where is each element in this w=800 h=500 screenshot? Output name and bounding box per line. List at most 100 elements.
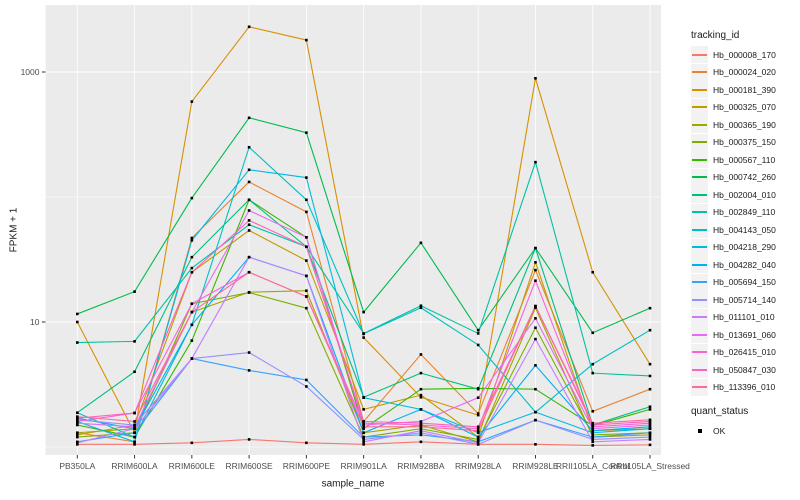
- legend-item-Hb_000008_170: Hb_000008_170: [691, 46, 799, 64]
- data-point: [591, 435, 595, 439]
- data-point: [534, 410, 537, 414]
- legend-color-line: [692, 368, 707, 371]
- data-point: [591, 440, 595, 444]
- data-point: [305, 378, 308, 382]
- legend-color-line: [692, 333, 707, 336]
- legend-color-line: [692, 246, 707, 249]
- data-point: [133, 290, 136, 293]
- legend-item-label: Hb_004143_050: [713, 224, 776, 235]
- data-point: [534, 418, 537, 422]
- legend-item-Hb_004218_290: Hb_004218_290: [691, 238, 799, 257]
- data-point: [648, 421, 652, 425]
- legend-color-line: [692, 106, 707, 109]
- legend-item-label: Hb_005714_140: [713, 294, 776, 305]
- legend-item-label: Hb_000024_020: [713, 67, 776, 78]
- data-point: [76, 320, 79, 324]
- data-point: [362, 396, 365, 399]
- legend-quant-items: OK: [691, 422, 799, 440]
- data-point: [190, 339, 194, 342]
- data-point: [133, 443, 136, 446]
- data-point: [190, 270, 194, 274]
- data-point: [190, 310, 194, 314]
- legend-key-swatch: [691, 378, 708, 396]
- x-tick-label: RRIM928LA: [455, 461, 502, 471]
- data-point: [591, 371, 595, 375]
- data-point: [534, 443, 537, 446]
- data-point: [419, 304, 423, 308]
- data-point: [362, 435, 365, 439]
- data-point: [476, 438, 480, 441]
- legend-key-swatch: [691, 133, 708, 151]
- data-point: [476, 387, 480, 391]
- x-tick-label: RRIM600PE: [283, 461, 331, 471]
- data-point: [591, 410, 595, 413]
- data-point: [76, 443, 79, 446]
- data-point: [133, 440, 136, 444]
- data-point: [648, 431, 652, 435]
- data-point: [476, 431, 480, 435]
- data-point: [534, 246, 537, 250]
- data-point: [419, 423, 423, 427]
- data-point: [534, 304, 537, 308]
- data-point: [190, 100, 194, 103]
- data-point: [247, 369, 251, 372]
- legend-color-line: [692, 386, 707, 389]
- x-tick-label: RRII105LA_Control: [556, 461, 630, 471]
- data-point: [591, 331, 595, 335]
- legend-item-Hb_000375_150: Hb_000375_150: [691, 133, 799, 152]
- data-point: [476, 427, 480, 431]
- data-point: [476, 429, 480, 433]
- data-point: [648, 418, 652, 422]
- data-point: [76, 431, 79, 435]
- data-point: [190, 323, 194, 327]
- legend-key-swatch: [691, 63, 708, 81]
- data-point: [247, 229, 251, 232]
- data-point: [362, 420, 365, 423]
- data-point: [419, 371, 423, 375]
- data-point: [362, 427, 365, 431]
- data-point: [591, 421, 595, 425]
- legend-quant-label: OK: [713, 425, 726, 436]
- legend-key-swatch: [691, 273, 708, 291]
- legend-item-label: Hb_002004_010: [713, 189, 776, 200]
- data-point: [476, 435, 480, 439]
- data-point: [534, 279, 537, 282]
- x-tick-label: RRIM600LE: [169, 461, 216, 471]
- data-point: [362, 440, 365, 444]
- data-point: [534, 160, 537, 164]
- legend-key-swatch: [691, 221, 708, 239]
- data-point: [76, 312, 79, 316]
- legend-item-Hb_000024_020: Hb_000024_020: [691, 63, 799, 82]
- legend-key-swatch: [691, 238, 708, 256]
- data-point: [591, 425, 595, 429]
- data-point: [476, 343, 480, 347]
- data-point: [476, 396, 480, 399]
- data-point: [76, 423, 79, 427]
- legend-item-label: Hb_026415_010: [713, 347, 776, 358]
- data-point: [305, 198, 308, 202]
- x-tick-label: RRII105LA_Stressed: [610, 461, 690, 471]
- legend-item-Hb_002004_010: Hb_002004_010: [691, 186, 799, 204]
- data-point: [247, 219, 251, 222]
- data-point: [534, 261, 537, 264]
- legend-color-line: [692, 263, 707, 266]
- legend-color-line: [692, 141, 707, 144]
- legend: tracking_id Hb_000008_170 Hb_000024_020 Hb…: [691, 30, 799, 440]
- data-point: [305, 306, 308, 310]
- data-point: [419, 353, 423, 356]
- data-point: [419, 393, 423, 397]
- data-point: [305, 38, 308, 42]
- legend-item-quant-OK: OK: [691, 422, 799, 440]
- legend-item-Hb_005714_140: Hb_005714_140: [691, 291, 799, 309]
- data-point: [648, 328, 652, 332]
- data-point: [76, 418, 79, 422]
- data-point: [476, 443, 480, 446]
- data-point: [419, 306, 423, 310]
- x-tick-label: PB350LA: [59, 461, 95, 471]
- data-point: [419, 429, 423, 433]
- data-point: [419, 431, 423, 435]
- legend-item-Hb_000325_070: Hb_000325_070: [691, 98, 799, 117]
- legend-item-label: Hb_000325_070: [713, 102, 776, 113]
- data-point: [76, 416, 79, 420]
